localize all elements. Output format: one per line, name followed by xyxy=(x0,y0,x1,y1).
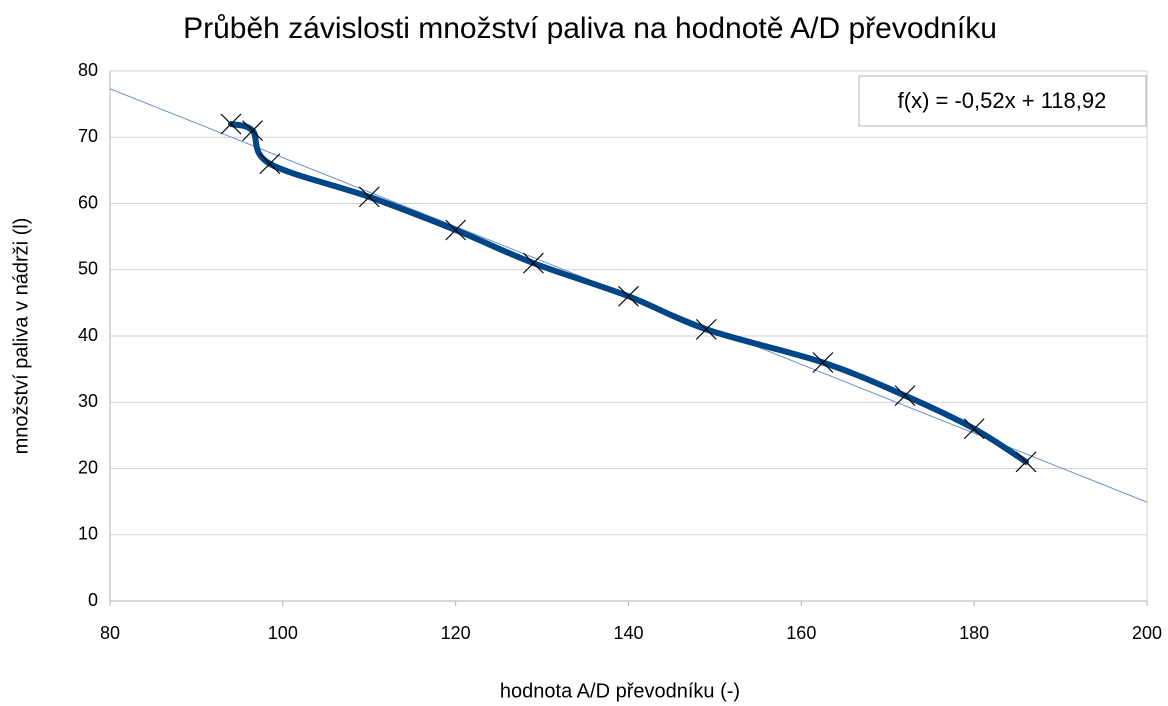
y-tick-label: 30 xyxy=(78,391,98,411)
point-marker xyxy=(618,285,639,307)
point-marker xyxy=(695,318,717,340)
point-marker xyxy=(358,186,380,208)
y-tick-label: 50 xyxy=(78,259,98,279)
y-tick-label: 10 xyxy=(78,524,98,544)
y-tick-label: 70 xyxy=(78,126,98,146)
y-tick-label: 60 xyxy=(78,192,98,212)
x-tick-label: 140 xyxy=(613,623,643,643)
point-marker xyxy=(963,418,985,440)
point-marker xyxy=(445,219,467,241)
x-tick-label: 100 xyxy=(268,623,298,643)
point-marker xyxy=(259,153,281,175)
chart-title: Průběh závislosti množství paliva na hod… xyxy=(183,12,997,45)
point-marker xyxy=(220,113,242,135)
equation-box xyxy=(858,75,1147,127)
point-marker xyxy=(242,120,264,142)
y-axis-label: množství paliva v nádrži (l) xyxy=(10,218,32,455)
point-marker xyxy=(523,252,544,274)
point-marker xyxy=(1015,451,1037,473)
x-axis-label: hodnota A/D převodníku (-) xyxy=(500,680,740,702)
x-tick-label: 180 xyxy=(959,623,989,643)
x-tick-label: 80 xyxy=(100,623,120,643)
series-line xyxy=(227,121,1030,465)
y-tick-label: 0 xyxy=(88,590,98,610)
point-marker xyxy=(812,352,834,373)
y-tick-label: 80 xyxy=(78,60,98,80)
y-tick-label: 20 xyxy=(78,457,98,477)
x-tick-label: 120 xyxy=(441,623,471,643)
y-tick-label: 40 xyxy=(78,325,98,345)
x-tick-label: 160 xyxy=(786,623,816,643)
x-tick-label: 200 xyxy=(1132,623,1162,643)
point-marker xyxy=(894,385,916,407)
equation-label: f(x) = -0,52x + 118,92 xyxy=(898,88,1107,113)
